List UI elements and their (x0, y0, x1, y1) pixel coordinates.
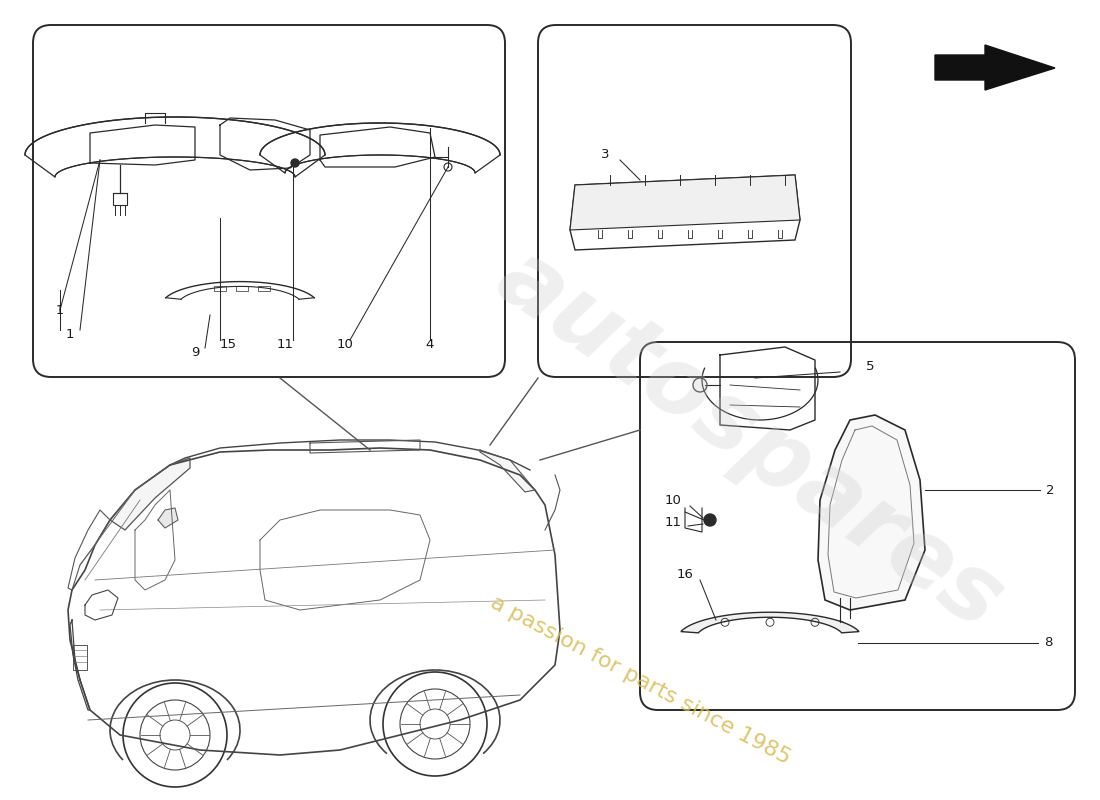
Polygon shape (818, 415, 925, 610)
Polygon shape (110, 458, 190, 530)
Circle shape (292, 159, 299, 167)
Text: 3: 3 (601, 149, 609, 162)
Polygon shape (935, 45, 1055, 90)
Text: 10: 10 (337, 338, 353, 351)
Text: 4: 4 (426, 338, 434, 351)
Polygon shape (158, 508, 178, 528)
Text: autospares: autospares (480, 231, 1021, 649)
Circle shape (704, 514, 716, 526)
Text: 2: 2 (1046, 483, 1054, 497)
Polygon shape (480, 450, 535, 492)
Polygon shape (681, 612, 859, 633)
Text: 1: 1 (66, 329, 75, 342)
Text: a passion for parts since 1985: a passion for parts since 1985 (486, 592, 793, 768)
Bar (73, 645, 87, 670)
Bar (214, 286, 225, 291)
Bar (113, 193, 127, 205)
Polygon shape (570, 175, 800, 230)
Text: 16: 16 (676, 569, 693, 582)
Text: 10: 10 (664, 494, 681, 506)
Text: 11: 11 (664, 515, 682, 529)
Bar (258, 286, 270, 291)
Text: 11: 11 (276, 338, 294, 351)
Text: 8: 8 (1044, 637, 1053, 650)
Text: 1: 1 (56, 303, 64, 317)
Text: 15: 15 (220, 338, 236, 351)
Text: 5: 5 (866, 361, 874, 374)
Bar (236, 286, 248, 291)
Text: 9: 9 (190, 346, 199, 358)
